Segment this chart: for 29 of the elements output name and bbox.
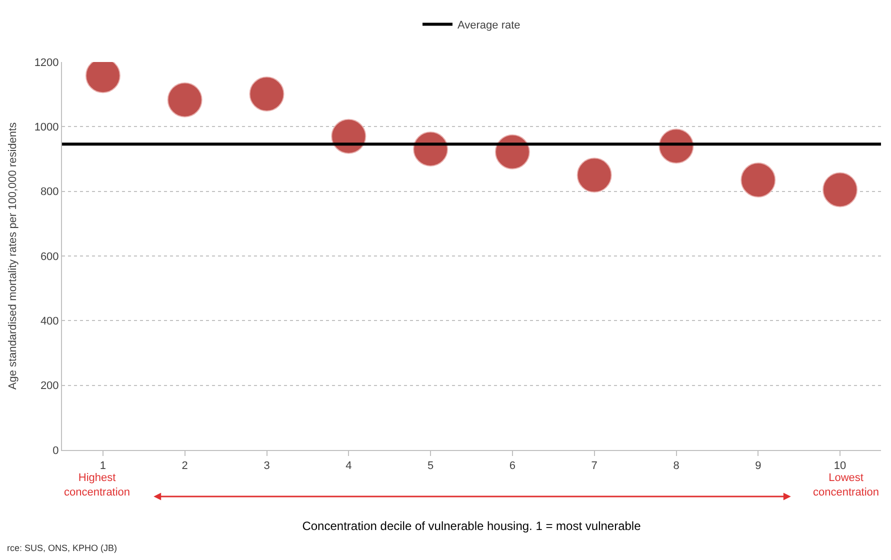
x-tick-label: 9 bbox=[755, 460, 762, 472]
x-tick-label: 6 bbox=[509, 460, 516, 472]
point bbox=[740, 162, 776, 198]
x-tick-label: 4 bbox=[346, 460, 352, 472]
point bbox=[822, 172, 858, 208]
x-tick-label: 5 bbox=[427, 460, 434, 472]
point bbox=[249, 76, 284, 112]
point bbox=[494, 134, 530, 170]
x-tick-label: 10 bbox=[834, 460, 846, 472]
x-tick-label: 3 bbox=[264, 460, 270, 472]
legend-label: Average rate bbox=[458, 20, 520, 32]
y-tick-label: 200 bbox=[40, 380, 59, 392]
point bbox=[576, 158, 612, 193]
y-tick-label: 0 bbox=[52, 444, 59, 457]
y-tick-label: 1000 bbox=[34, 122, 59, 134]
y-tick-label: 1200 bbox=[34, 56, 59, 69]
y-tick-label: 400 bbox=[40, 316, 59, 328]
x-tick-label: 7 bbox=[591, 460, 598, 472]
point bbox=[167, 82, 202, 118]
y-axis-title: Age standardised mortality rates per 100,000 residents bbox=[6, 122, 19, 390]
x-tick-label: 2 bbox=[182, 460, 188, 472]
text: Lowest concentration bbox=[813, 472, 880, 498]
x-tick-label: 1 bbox=[100, 460, 106, 472]
text: rce: SUS, ONS, KPHO (JB) bbox=[7, 543, 118, 553]
y-tick-label: 600 bbox=[40, 250, 59, 263]
x-axis-title: Concentration decile of vulnerable housing. 1 = most vulnerable bbox=[302, 519, 642, 534]
x-tick-label: 8 bbox=[673, 460, 680, 472]
text: Highest concentration bbox=[64, 472, 130, 498]
y-tick-label: 800 bbox=[40, 186, 59, 198]
